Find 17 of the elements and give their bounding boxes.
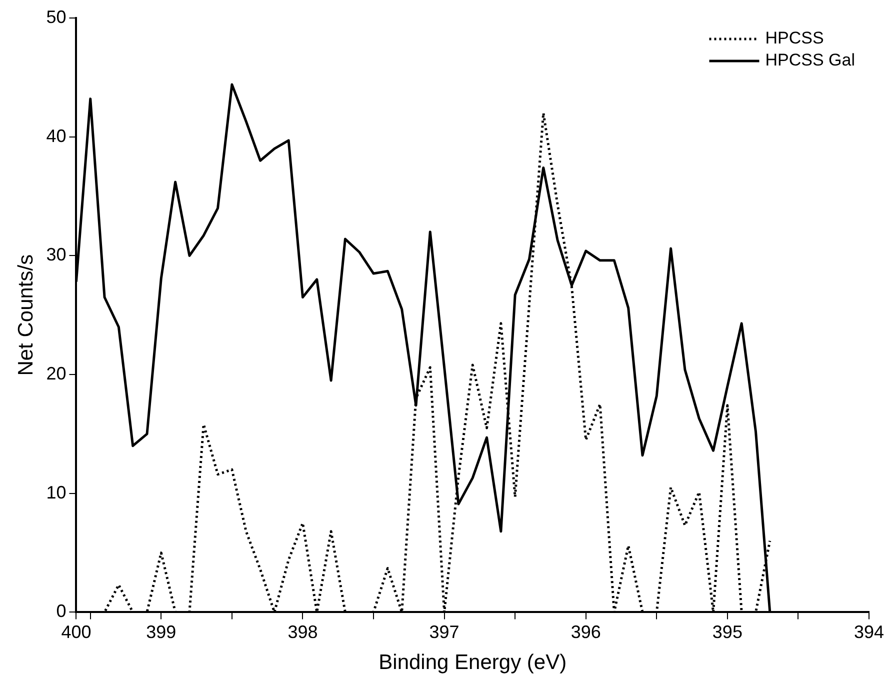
y-tick-label: 0 — [56, 601, 66, 622]
legend-label: HPCSS Gal — [765, 50, 855, 70]
x-tick-label: 397 — [429, 622, 460, 642]
legend-label: HPCSS — [765, 28, 824, 48]
x-axis-title: Binding Energy (eV) — [378, 651, 567, 674]
y-axis-title: Net Counts/s — [14, 254, 38, 376]
x-tick-label: 394 — [854, 622, 884, 642]
x-tick-label: 399 — [146, 622, 176, 642]
x-tick-label: 395 — [712, 622, 742, 642]
x-tick-label: 396 — [570, 622, 601, 642]
x-tick-label: 398 — [288, 622, 318, 642]
y-tick-label: 50 — [46, 6, 66, 27]
y-tick-label: 40 — [46, 126, 66, 146]
y-tick-label: 30 — [46, 244, 66, 265]
y-tick-label: 20 — [46, 363, 66, 384]
y-tick-label: 10 — [46, 482, 66, 502]
x-tick-label: 400 — [61, 622, 92, 642]
